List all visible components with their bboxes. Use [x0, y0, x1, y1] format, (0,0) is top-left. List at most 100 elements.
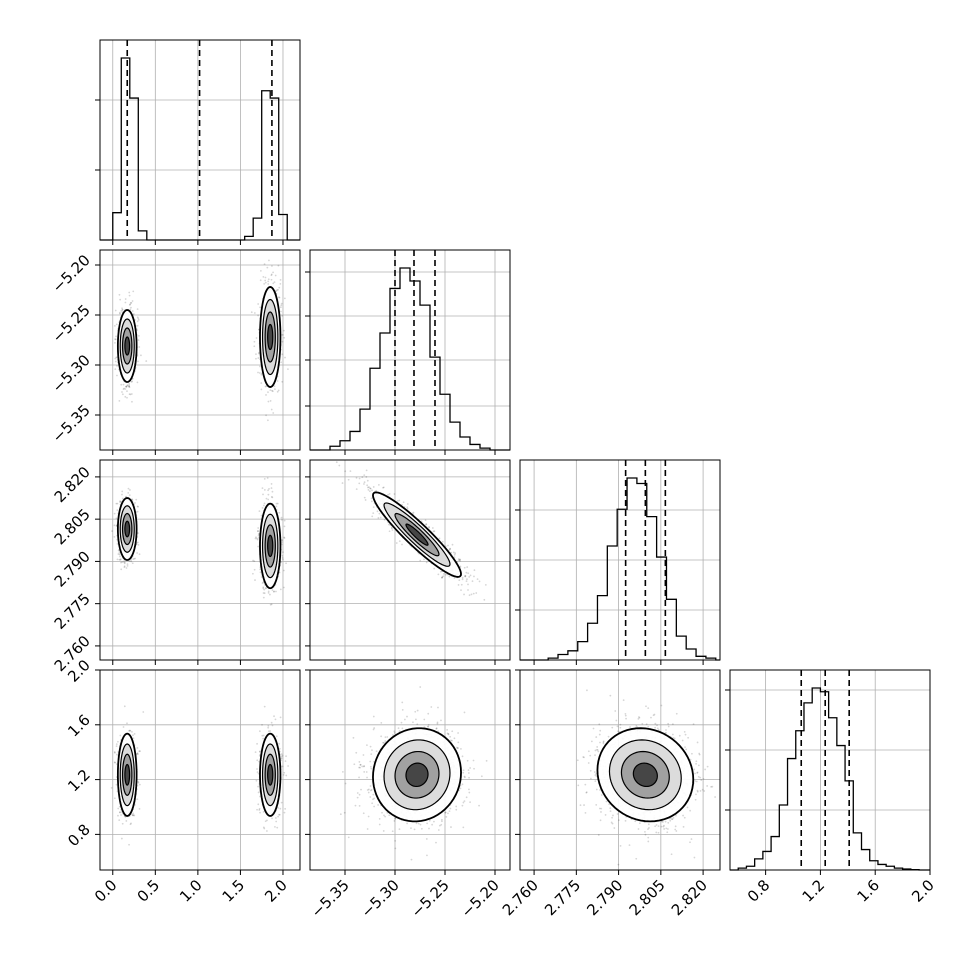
sample-point: [363, 496, 366, 499]
sample-point: [483, 598, 486, 601]
sample-point: [450, 551, 453, 554]
sample-point: [126, 563, 129, 566]
sample-point: [117, 807, 120, 810]
sample-point: [116, 542, 119, 545]
sample-point: [431, 527, 434, 529]
sample-point: [281, 380, 284, 383]
sample-point: [266, 266, 269, 269]
sample-point: [280, 304, 283, 307]
sample-point: [125, 495, 128, 498]
histogram-step-line: [310, 267, 510, 451]
sample-point: [267, 280, 270, 283]
sample-point: [453, 577, 456, 579]
sample-point: [110, 786, 113, 789]
sample-point: [121, 307, 123, 310]
sample-point: [113, 512, 116, 515]
sample-point: [458, 558, 461, 561]
sample-point: [458, 579, 461, 582]
sample-point: [265, 587, 268, 589]
sample-point: [118, 293, 121, 296]
sample-point: [136, 552, 139, 554]
sample-point: [262, 587, 265, 590]
sample-point: [432, 530, 435, 533]
sample-point: [255, 536, 257, 539]
sample-point: [250, 311, 253, 314]
sample-point: [395, 542, 398, 544]
sample-point: [118, 311, 121, 314]
sample-point: [111, 530, 113, 532]
sample-point: [114, 341, 116, 344]
sample-point: [425, 523, 428, 526]
sample-point: [382, 486, 384, 489]
sample-point: [388, 530, 391, 533]
sample-point: [372, 512, 375, 515]
sample-point: [272, 282, 275, 285]
sample-point: [274, 289, 277, 292]
sample-point: [461, 576, 464, 579]
sample-point: [398, 499, 401, 502]
sample-point: [136, 747, 139, 749]
panel-content: [100, 460, 300, 660]
sample-point: [276, 380, 279, 382]
sample-point: [264, 587, 267, 590]
sample-point: [135, 498, 138, 501]
sample-point: [121, 561, 124, 563]
sample-point: [138, 346, 141, 348]
sample-point: [122, 383, 125, 386]
histogram-panel-3: [725, 669, 931, 875]
sample-point: [279, 283, 282, 285]
sample-point: [267, 489, 269, 492]
sample-point: [115, 502, 118, 505]
sample-point: [123, 566, 126, 569]
sample-point: [128, 393, 131, 396]
sample-point: [137, 339, 140, 341]
sample-point: [117, 549, 120, 552]
histogram-step-line: [100, 57, 300, 241]
sample-point: [133, 557, 136, 560]
sample-point: [124, 395, 127, 398]
sample-point: [255, 357, 257, 360]
sample-point: [257, 530, 259, 533]
sample-point: [270, 603, 273, 606]
sample-point: [129, 303, 132, 306]
sample-point: [459, 559, 461, 562]
sample-point: [335, 461, 338, 464]
sample-point: [472, 592, 475, 595]
sample-point: [123, 562, 126, 565]
sample-point: [452, 551, 455, 554]
panel-frame: [99, 249, 301, 451]
sample-point: [137, 317, 140, 320]
sample-point: [265, 497, 268, 500]
sample-point: [276, 390, 279, 393]
sample-point: [376, 510, 379, 513]
sample-point: [124, 298, 127, 300]
sample-point: [251, 572, 254, 575]
sample-point: [367, 489, 370, 491]
sample-point: [269, 593, 271, 596]
sample-point: [252, 559, 254, 562]
sample-point: [459, 565, 462, 568]
sample-point: [378, 512, 381, 515]
sample-point: [137, 543, 140, 546]
sample-point: [127, 492, 130, 494]
sample-point: [406, 507, 409, 510]
sample-point: [447, 544, 449, 547]
sample-point: [137, 505, 139, 508]
sample-point: [358, 482, 361, 485]
sample-point: [379, 516, 382, 519]
sample-point: [114, 338, 117, 341]
sample-point: [280, 361, 282, 364]
sample-point: [129, 393, 132, 396]
sample-point: [398, 540, 401, 543]
sample-point: [277, 288, 279, 291]
sample-point: [128, 385, 130, 388]
sample-point: [279, 306, 282, 309]
sample-point: [136, 798, 139, 801]
sample-point: [114, 368, 117, 370]
sample-point: [130, 560, 133, 563]
sample-point: [464, 575, 466, 577]
sample-point: [119, 298, 122, 301]
panel-frame: [309, 459, 511, 661]
sample-point: [442, 572, 445, 575]
sample-point: [280, 302, 283, 305]
